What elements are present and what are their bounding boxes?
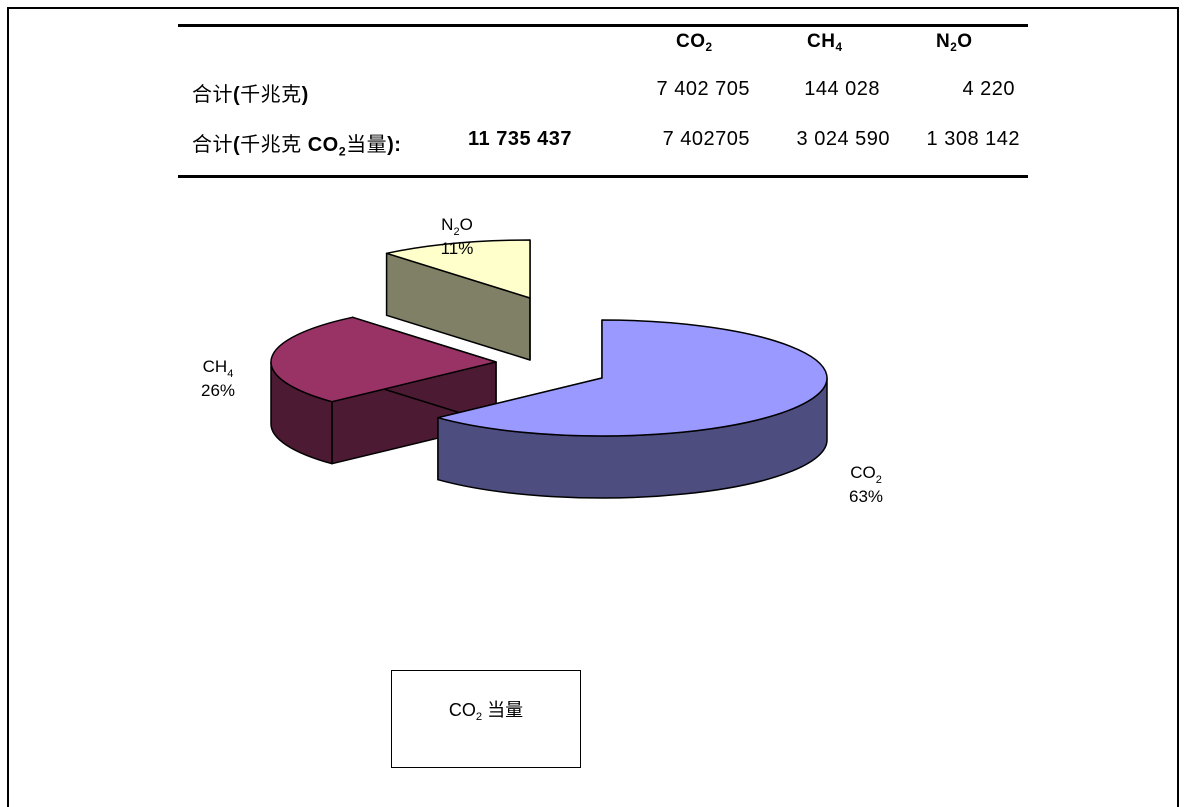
row1-label: 合计(千兆克) [192,84,309,106]
pie-label-name-2: N2O [441,215,473,238]
col-header-ch4: CH4 [807,31,843,55]
col-header-co2: CO2 [676,31,713,55]
page-frame [7,7,1179,807]
pie-label-name-0: CO2 [850,463,882,486]
col-header-n2o: N2O [936,31,973,55]
co2-equivalent-box: CO2 当量 [391,670,581,768]
row1-co2-value: 7 402 705 [656,78,750,100]
table-top-rule [178,24,1028,27]
row2-n2o-value: 1 308 142 [926,128,1020,150]
pie-slice-2 [385,239,531,361]
pie-slice-0 [437,319,828,499]
row2-ch4-value: 3 024 590 [796,128,890,150]
co2-equivalent-label: CO2 当量 [448,700,524,723]
table-bottom-rule [178,175,1028,178]
row2-co2-value: 7 402705 [662,128,750,150]
row2-label: 合计(千兆克 CO2当量): [192,134,402,159]
row1-n2o-value: 4 220 [962,78,1015,100]
row1-ch4-value: 144 028 [804,78,880,100]
pie-slice-1 [270,316,497,465]
pie-label-name-1: CH4 [203,357,234,380]
pie-label-percent-1: 26% [201,381,235,400]
pie-label-percent-0: 63% [849,487,883,506]
row2-total-value: 11 735 437 [468,128,572,150]
pie-label-percent-2: 11% [441,239,474,258]
